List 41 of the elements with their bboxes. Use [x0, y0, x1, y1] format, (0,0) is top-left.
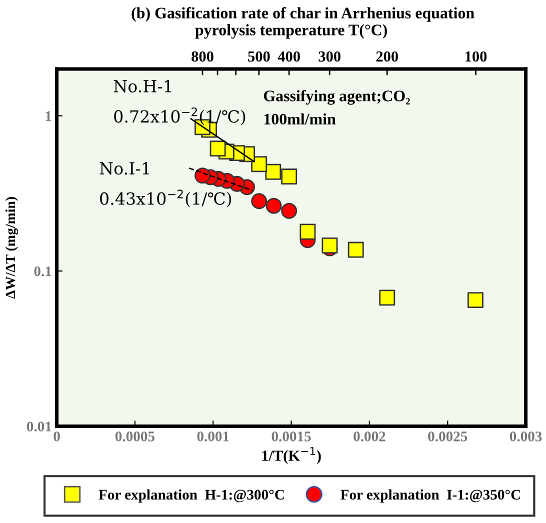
point [194, 168, 210, 184]
x2-axis-title: pyrolysis temperature T(°C) [195, 24, 387, 39]
point [281, 168, 298, 185]
text: 500 [248, 51, 270, 62]
point [322, 238, 338, 254]
point [265, 164, 282, 180]
point [266, 198, 282, 214]
text: 400 [278, 51, 300, 62]
chart-title: (b) Gasification rate of char in Arrhenius equation [132, 7, 474, 22]
point [251, 193, 268, 210]
annotation: 0.72x10$^{−2}$(1/℃) [114, 107, 246, 126]
annotation: Gassifying agent;CO₂ [264, 90, 410, 105]
text: 800 [192, 51, 214, 62]
point [251, 156, 268, 172]
y-tick-label: 1 [46, 111, 52, 121]
text: 200 [376, 51, 398, 62]
point [379, 290, 396, 306]
x-tick-label: 0.002 [354, 432, 386, 442]
x-axis-title: 1/T(K$^{−1}$) [262, 447, 321, 464]
text: 100 [466, 51, 487, 62]
text: 300 [318, 51, 340, 62]
x-tick-label: 0.003 [510, 432, 542, 442]
point [210, 140, 226, 157]
legend-label: For explanation I-1:@350°C [340, 489, 520, 503]
annotation: 0.43x10$^{−2}$(1/℃) [100, 190, 232, 208]
annotation: 100ml/min [264, 113, 336, 125]
y-axis-title: ΔW/ΔT (mg/min) [5, 197, 18, 299]
annotation: No.H-1 [114, 80, 172, 92]
x-tick-label: 0 [54, 432, 60, 442]
x-tick-label: 0.0015 [272, 432, 311, 442]
x-tick-label: 0.0005 [115, 432, 154, 442]
point [348, 242, 364, 258]
point [300, 224, 316, 240]
legend-label: For explanation H-1:@300°C [98, 489, 284, 503]
x-tick-label: 0.001 [197, 432, 229, 442]
y-tick-label: 0.01 [26, 422, 52, 432]
y-tick-label: 0.1 [34, 266, 52, 276]
x-tick-label: 0.0025 [428, 432, 468, 442]
annotation: No.I-1 [100, 162, 150, 175]
point [281, 202, 298, 219]
point [467, 292, 484, 308]
